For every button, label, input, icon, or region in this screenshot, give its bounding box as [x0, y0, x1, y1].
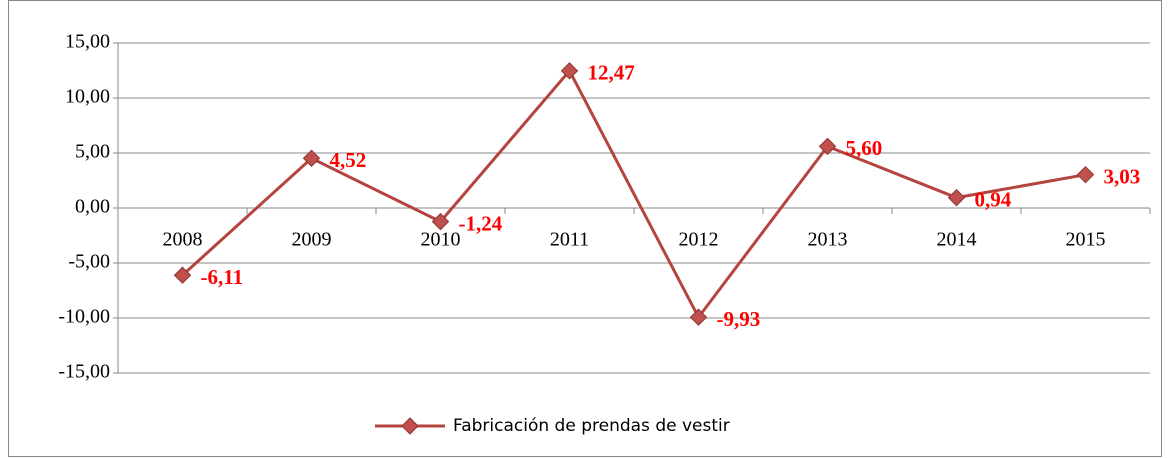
x-tick-label: 2011	[550, 229, 589, 251]
point-marker	[431, 212, 450, 231]
data-label: 5,60	[846, 136, 883, 160]
chart-frame	[8, 0, 1162, 457]
point-marker	[173, 266, 192, 284]
point-marker	[302, 149, 321, 167]
y-tick-label: -15,00	[58, 361, 110, 383]
legend-label: Fabricación de prendas de vestir	[453, 416, 730, 436]
y-tick-label: -10,00	[58, 306, 110, 328]
y-tick-label: 10,00	[65, 86, 110, 108]
data-label: -1,24	[459, 211, 503, 235]
data-label: -6,11	[201, 265, 244, 289]
x-tick-label: 2013	[808, 229, 848, 251]
point-marker	[947, 188, 966, 207]
point-marker	[560, 62, 579, 80]
x-tick-label: 2014	[937, 229, 977, 251]
x-tick-label: 2009	[292, 229, 332, 251]
x-tick-label: 2010	[421, 229, 461, 251]
y-tick-label: -5,00	[68, 251, 110, 273]
data-label: -9,93	[717, 307, 761, 331]
data-label: 3,03	[1104, 164, 1141, 188]
data-label: 4,52	[330, 148, 367, 172]
data-label: 12,47	[588, 61, 635, 85]
y-tick-label: 5,00	[75, 141, 110, 163]
x-tick-label: 2008	[163, 229, 203, 251]
y-tick-label: 0,00	[75, 196, 110, 218]
point-marker	[689, 308, 708, 326]
legend-marker	[401, 417, 419, 435]
y-tick-label: 15,00	[65, 31, 110, 53]
x-tick-label: 2015	[1066, 229, 1106, 251]
series-line	[181, 68, 1086, 321]
data-label: 0,94	[975, 187, 1012, 211]
point-marker	[818, 137, 837, 156]
point-marker	[1076, 165, 1095, 184]
x-tick-label: 2012	[679, 229, 719, 251]
